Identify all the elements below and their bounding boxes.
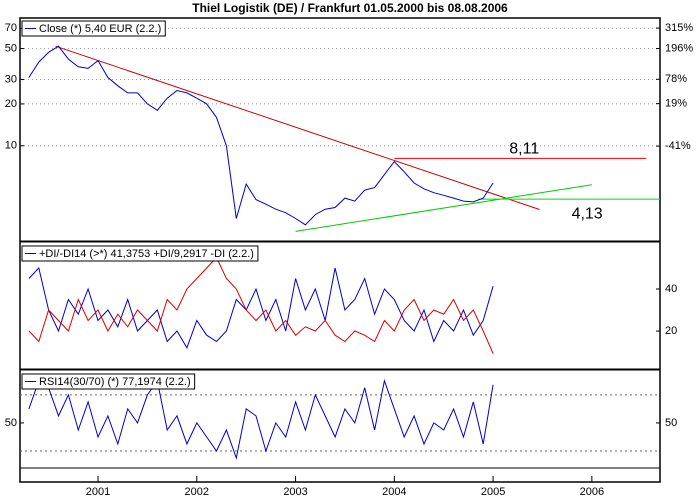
legend-label: Close (*) 5,40 EUR (2.2.) [39,23,161,35]
y-tick-label: 50 [665,417,677,429]
y2-tick-label: 78% [665,73,687,85]
y-tick-label: 40 [665,283,677,295]
y-tick-label: 50 [5,417,17,429]
series-line [28,378,494,460]
trend-line [295,184,592,232]
x-tick-label: 2002 [185,486,209,498]
legend-label: RSI14(30/70) (*) 77,1974 (2.2.) [39,376,191,388]
x-tick-label: 2001 [86,486,110,498]
x-tick-label: 2004 [382,486,406,498]
legend: Close (*) 5,40 EUR (2.2.) [21,20,166,37]
trend-line [55,45,540,210]
legend-box [21,373,196,390]
y-tick-label: 70 [5,22,17,34]
y-tick-label: 30 [5,73,17,85]
y2-tick-label: 196% [665,42,693,54]
y-tick-label: 20 [665,325,677,337]
series-line [28,45,494,226]
y2-tick-label: -41% [665,140,691,152]
y-tick-label: 10 [5,140,17,152]
legend: +DI/-DI14 (>*) 41,3753 +DI/9,2917 -DI (2… [21,245,259,262]
y2-tick-label: 19% [665,98,687,110]
legend: RSI14(30/70) (*) 77,1974 (2.2.) [21,373,196,390]
y-tick-label: 50 [5,43,17,55]
chart-title: Thiel Logistik (DE) / Frankfurt 01.05.20… [192,1,508,15]
y2-tick-label: 315% [665,22,693,34]
legend-label: +DI/-DI14 (>*) 41,3753 +DI/9,2917 -DI (2… [39,248,254,260]
legend-box [21,20,166,37]
x-tick-label: 2003 [283,486,307,498]
x-tick-label: 2005 [481,486,505,498]
series-line [28,256,494,354]
series-line [28,266,494,349]
level-label: 8,11 [509,141,539,158]
x-tick-label: 2006 [580,486,604,498]
y-tick-label: 20 [5,98,17,110]
level-label: 4,13 [572,205,603,222]
legend-box [21,245,259,262]
